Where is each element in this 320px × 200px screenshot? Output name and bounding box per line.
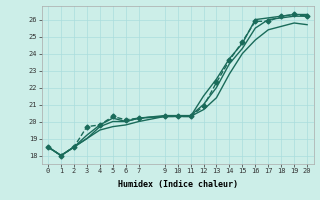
- X-axis label: Humidex (Indice chaleur): Humidex (Indice chaleur): [118, 180, 237, 189]
